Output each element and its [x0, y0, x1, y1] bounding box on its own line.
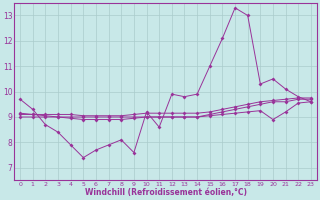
X-axis label: Windchill (Refroidissement éolien,°C): Windchill (Refroidissement éolien,°C)	[84, 188, 246, 197]
